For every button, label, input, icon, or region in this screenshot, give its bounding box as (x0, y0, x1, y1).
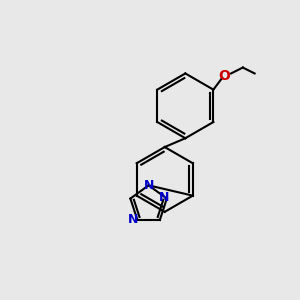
Text: N: N (159, 190, 169, 204)
Text: N: N (143, 179, 154, 192)
Text: N: N (128, 214, 138, 226)
Text: O: O (218, 69, 230, 83)
